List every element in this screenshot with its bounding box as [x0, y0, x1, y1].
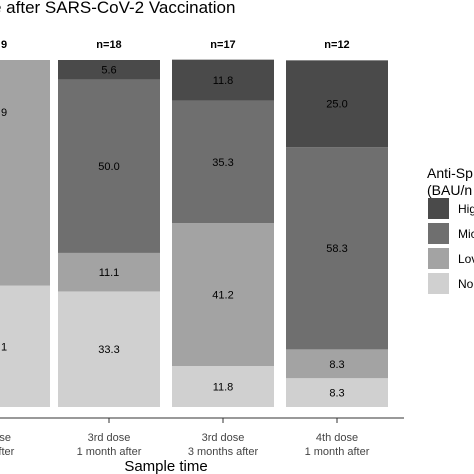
n-label-2: n=17 — [210, 39, 235, 51]
bars-group: 1 9 9 33.3 11.1 50.0 5.6 n=18 11.8 41.2 35.3 11.8 n=… — [0, 39, 388, 407]
chart-title: e after SARS-CoV-2 Vaccination — [0, 0, 235, 17]
bar-segment-0-no — [0, 285, 50, 407]
legend-swatch-no — [428, 273, 449, 294]
bar-segment-2-mid — [172, 100, 274, 224]
legend: Hig Mic Lov No — [428, 198, 474, 294]
bar-segment-2-low — [172, 223, 274, 367]
n-label-1: n=18 — [96, 39, 121, 51]
data-label-1-high: 5.6 — [101, 65, 116, 77]
data-label-3-low: 8.3 — [329, 359, 344, 371]
legend-swatch-mid — [428, 223, 449, 244]
legend-swatch-high — [428, 198, 449, 219]
bar-segment-2-no — [172, 366, 274, 407]
data-label-3-mid: 58.3 — [326, 243, 347, 255]
x-tick-label-3-line2: 1 month after — [305, 446, 370, 458]
bar-segment-2-high — [172, 59, 274, 101]
bar-segment-1-no — [58, 291, 160, 407]
n-label-0: 9 — [1, 39, 7, 51]
legend-title-line1: Anti-Sp — [427, 165, 473, 181]
data-label-2-high: 11.8 — [213, 75, 234, 87]
data-label-1-low: 11.1 — [99, 267, 120, 279]
x-tick-label-1-line1: 3rd dose — [88, 432, 131, 444]
legend-title-line2: (BAU/n — [427, 182, 472, 198]
data-label-1-no: 33.3 — [98, 344, 119, 356]
data-label-0-no: 1 — [1, 341, 7, 353]
x-tick-label-3-line1: 4th dose — [316, 432, 358, 444]
data-label-2-mid: 35.3 — [212, 157, 233, 169]
data-label-0-mid: 9 — [1, 107, 7, 119]
data-label-3-high: 25.0 — [326, 99, 347, 111]
bar-segment-3-low — [286, 349, 388, 379]
x-tick-label-0-line1: dose — [0, 432, 11, 444]
bar-segment-1-high — [58, 60, 160, 80]
legend-label-low: Lov — [458, 252, 474, 266]
bar-segment-1-mid — [58, 79, 160, 253]
bar-segment-3-no — [286, 378, 388, 407]
legend-label-mid: Mic — [458, 227, 474, 241]
data-label-3-no: 8.3 — [329, 388, 344, 400]
data-label-2-low: 41.2 — [212, 290, 233, 302]
legend-swatch-low — [428, 248, 449, 269]
data-label-2-no: 11.8 — [213, 382, 234, 394]
x-tick-label-1-line2: 1 month after — [77, 446, 142, 458]
x-tick-label-2-line1: 3rd dose — [202, 432, 245, 444]
n-label-3: n=12 — [324, 39, 349, 51]
bar-segment-3-high — [286, 60, 388, 148]
bar-segment-1-low — [58, 252, 160, 292]
x-axis-label: Sample time — [124, 458, 207, 474]
data-label-1-mid: 50.0 — [98, 161, 119, 173]
bar-segment-0-low — [0, 60, 50, 286]
legend-label-high: Hig — [458, 202, 474, 216]
x-tick-label-2-line2: 3 months after — [188, 446, 259, 458]
x-tick-label-0-line2: s after — [0, 446, 15, 458]
bar-segment-3-mid — [286, 147, 388, 350]
x-ticks-group: dose s after 3rd dose 1 month after 3rd dose… — [0, 418, 370, 458]
legend-label-no: No — [458, 277, 474, 291]
